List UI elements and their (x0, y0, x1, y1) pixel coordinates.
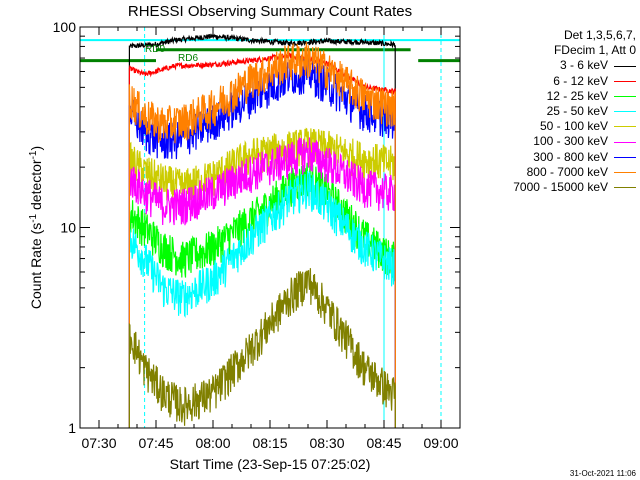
x-axis-label: Start Time (23-Sep-15 07:25:02) (170, 456, 371, 472)
legend-entry-label: 6 - 12 keV (553, 73, 608, 88)
legend-entry: 50 - 100 keV (474, 119, 636, 134)
legend-entry: 6 - 12 keV (474, 74, 636, 89)
legend-entry: 300 - 800 keV (474, 150, 636, 165)
timestamp: 31-Oct-2021 11:06 (569, 469, 636, 478)
x-tick-label-6: 09:00 (423, 435, 458, 451)
legend-header-line-1: Det 1,3,5,6,7, (563, 28, 636, 42)
y-tick-label-1: 10 (60, 220, 76, 236)
series-line-8 (128, 268, 396, 429)
legend-swatch (614, 95, 636, 97)
legend-swatch (614, 141, 636, 143)
legend-swatch (614, 111, 636, 113)
series-line-3 (128, 170, 396, 429)
x-tick-label-5: 08:45 (366, 435, 401, 451)
legend-swatch (614, 156, 636, 158)
legend-entry: 12 - 25 keV (474, 89, 636, 104)
legend-entries: 3 - 6 keV 6 - 12 keV 12 - 25 keV 25 - 50 ke… (474, 58, 636, 195)
x-tick-label-1: 07:45 (138, 435, 173, 451)
legend-entry-label: 3 - 6 keV (559, 58, 608, 73)
y-tick-label-2: 100 (53, 19, 77, 35)
series-line-0 (128, 33, 396, 429)
legend-entry-label: 50 - 100 keV (539, 119, 608, 134)
legend-entry: 100 - 300 keV (474, 134, 636, 149)
legend-header-line-2: FDecim 1, Att 0 (553, 43, 636, 58)
legend-entry-label: 12 - 25 keV (546, 88, 608, 103)
legend-swatch (614, 126, 636, 128)
series-line-2 (128, 162, 396, 429)
series-line-5 (128, 137, 396, 429)
x-tick-label-4: 08:30 (309, 435, 344, 451)
legend-entry: 25 - 50 keV (474, 104, 636, 119)
legend-entry: 7000 - 15000 keV (474, 180, 636, 195)
y-tick-label-0: 1 (68, 420, 76, 436)
legend: Det 1,3,5,6,7, FDecim 1, Att 0 3 - 6 keV… (474, 28, 636, 195)
annotation-rd6: RD6 (178, 53, 198, 64)
legend-entry: 3 - 6 keV (474, 58, 636, 73)
legend-entry-label: 100 - 300 keV (533, 134, 608, 149)
legend-entry-label: 7000 - 15000 keV (513, 180, 608, 195)
series-line-7 (128, 42, 396, 429)
legend-entry-label: 800 - 7000 keV (526, 164, 608, 179)
y-axis-label: Count Rate (s-1 detector-1) (28, 146, 45, 309)
legend-swatch (614, 65, 636, 67)
legend-entry-label: 25 - 50 keV (546, 104, 608, 119)
legend-entry: 800 - 7000 keV (474, 165, 636, 180)
chart-title: RHESSI Observing Summary Count Rates (127, 3, 413, 20)
legend-swatch (614, 80, 636, 82)
annotation-rd0: RD0 (145, 44, 165, 55)
legend-entry-label: 300 - 800 keV (533, 149, 608, 164)
x-tick-label-2: 08:00 (195, 435, 230, 451)
x-tick-label-3: 08:15 (252, 435, 287, 451)
legend-swatch (614, 171, 636, 173)
legend-swatch (614, 187, 636, 189)
x-tick-label-0: 07:30 (81, 435, 116, 451)
